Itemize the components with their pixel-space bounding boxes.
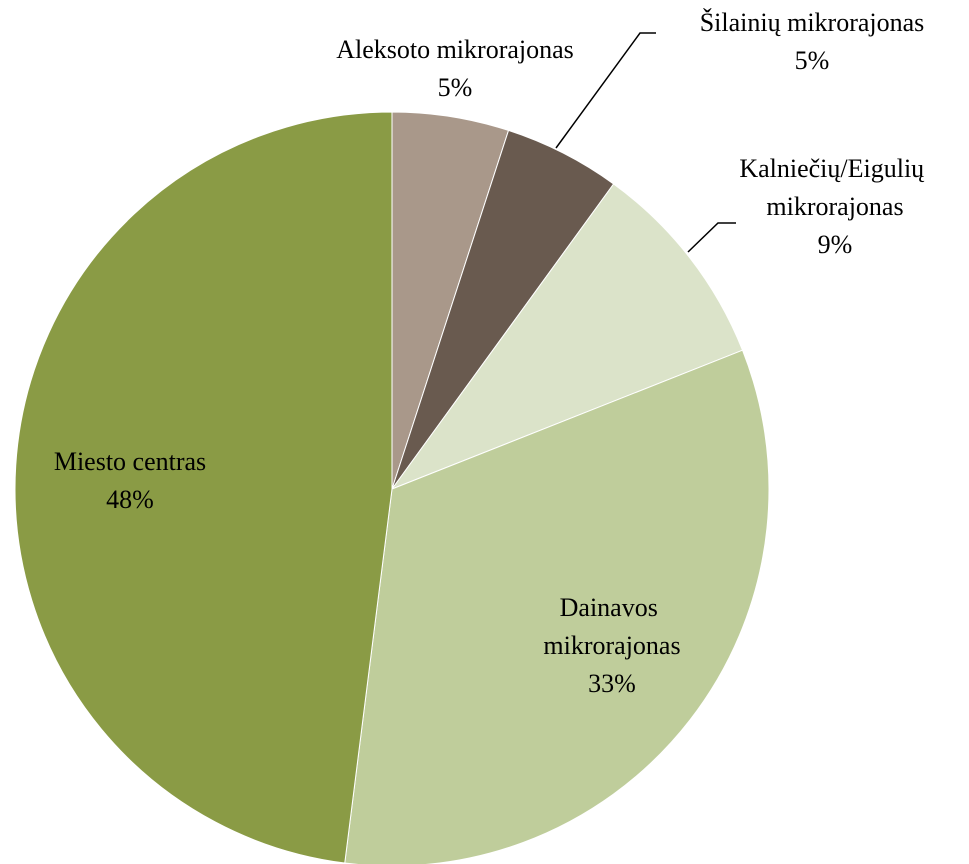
leader-line	[687, 222, 736, 253]
slice	[390, 183, 744, 491]
slice	[344, 349, 770, 864]
value-label: 9%	[818, 230, 853, 259]
slice-label: Dainavos mikrorajonas	[543, 593, 680, 660]
value-label: 33%	[588, 669, 636, 698]
slices	[14, 111, 770, 864]
slice	[14, 111, 393, 864]
slice-label: Kalniečių/Eigulių mikrorajonas	[739, 154, 930, 221]
value-label: 5%	[438, 73, 473, 102]
slice-label: Šilainių mikrorajonas	[700, 8, 925, 37]
value-label: 5%	[795, 46, 830, 75]
value-label: 48%	[106, 485, 154, 514]
slice-label: Miesto centras	[54, 447, 206, 476]
leader-line	[555, 32, 656, 149]
slice-label: Aleksoto mikrorajonas	[336, 35, 574, 64]
